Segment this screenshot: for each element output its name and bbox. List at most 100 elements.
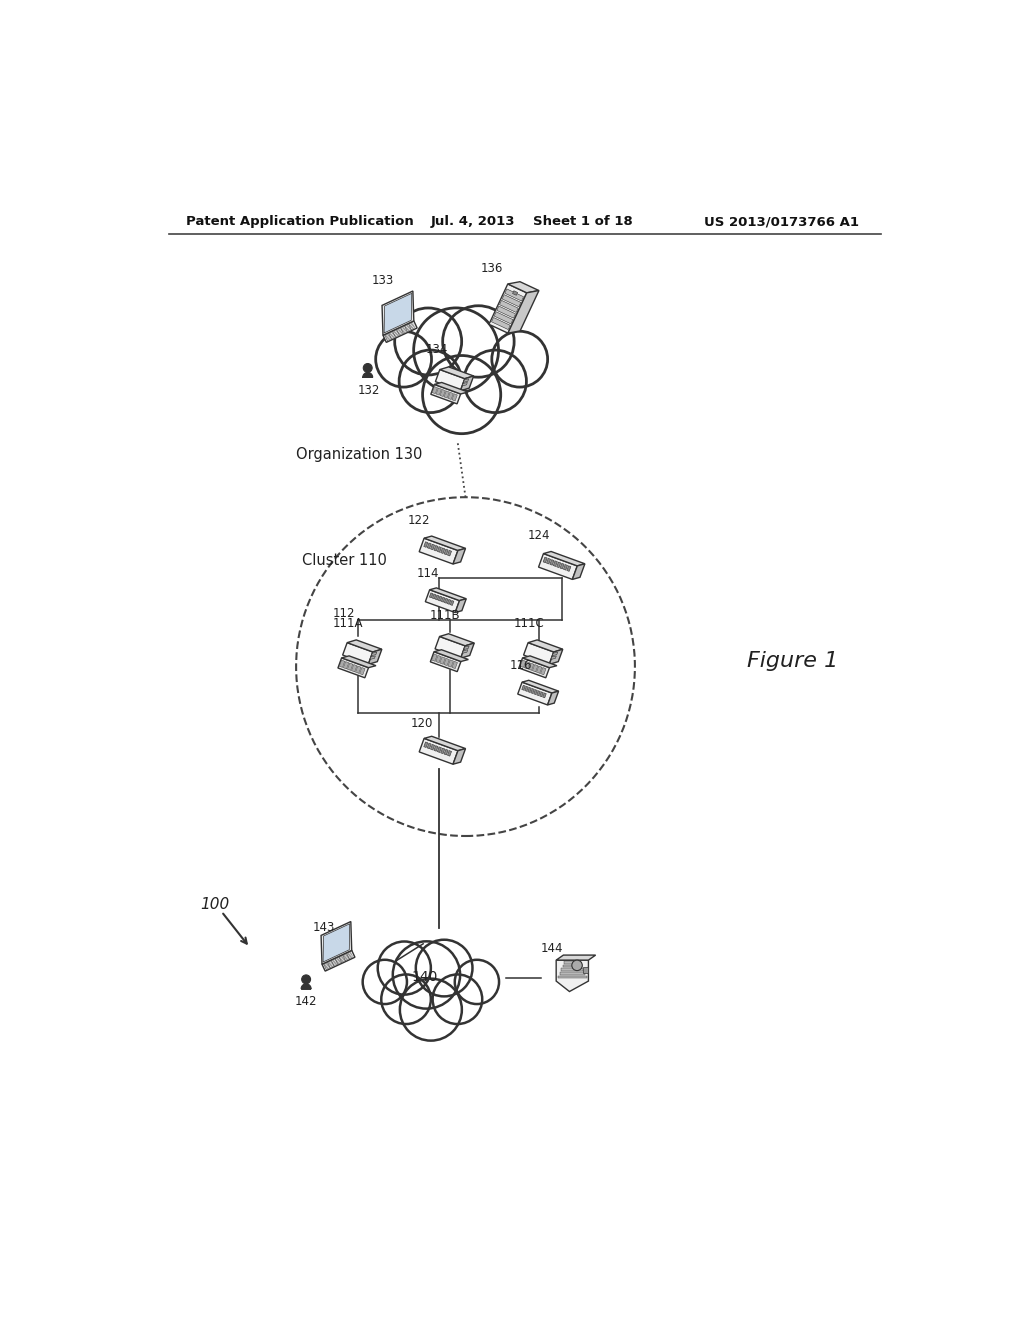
Text: 144: 144 — [541, 941, 563, 954]
Circle shape — [302, 975, 310, 983]
Polygon shape — [541, 668, 546, 675]
Polygon shape — [447, 751, 452, 756]
Text: 124: 124 — [528, 529, 550, 541]
Polygon shape — [440, 657, 445, 664]
Polygon shape — [434, 746, 438, 751]
Circle shape — [381, 974, 431, 1024]
Polygon shape — [339, 660, 345, 668]
Polygon shape — [347, 663, 353, 671]
Polygon shape — [384, 293, 412, 333]
Polygon shape — [543, 693, 546, 698]
Polygon shape — [343, 661, 349, 669]
Text: Patent Application Publication: Patent Application Publication — [186, 215, 414, 228]
Polygon shape — [544, 552, 585, 566]
Polygon shape — [489, 284, 526, 333]
Polygon shape — [362, 372, 373, 378]
Polygon shape — [359, 668, 365, 675]
Polygon shape — [563, 965, 582, 968]
Polygon shape — [444, 549, 449, 554]
Polygon shape — [462, 383, 467, 385]
Polygon shape — [532, 664, 538, 672]
Polygon shape — [436, 656, 441, 663]
Polygon shape — [552, 652, 558, 656]
Polygon shape — [322, 921, 351, 964]
Polygon shape — [520, 660, 525, 668]
Polygon shape — [355, 667, 361, 673]
Circle shape — [455, 960, 499, 1005]
Polygon shape — [343, 643, 373, 664]
Polygon shape — [434, 545, 438, 550]
Circle shape — [571, 960, 583, 970]
Text: 134: 134 — [425, 343, 447, 356]
Polygon shape — [424, 541, 428, 548]
Circle shape — [492, 331, 548, 387]
Polygon shape — [551, 656, 556, 660]
Text: Figure 1: Figure 1 — [746, 651, 838, 671]
Polygon shape — [322, 950, 355, 972]
Polygon shape — [424, 737, 466, 751]
Polygon shape — [447, 392, 454, 400]
Circle shape — [464, 350, 526, 413]
Polygon shape — [524, 686, 528, 692]
Polygon shape — [447, 550, 452, 556]
Polygon shape — [463, 649, 468, 653]
Polygon shape — [382, 290, 414, 335]
Text: 132: 132 — [357, 384, 380, 397]
Text: 142: 142 — [295, 995, 317, 1008]
Polygon shape — [522, 680, 559, 693]
Polygon shape — [435, 636, 465, 659]
Polygon shape — [497, 306, 515, 318]
Polygon shape — [441, 597, 444, 602]
Polygon shape — [440, 389, 445, 396]
Circle shape — [416, 940, 472, 997]
Polygon shape — [557, 562, 561, 568]
Polygon shape — [430, 587, 466, 601]
Polygon shape — [453, 548, 466, 564]
Polygon shape — [427, 743, 431, 748]
Polygon shape — [528, 640, 563, 652]
Polygon shape — [432, 387, 437, 393]
Polygon shape — [301, 983, 311, 989]
Polygon shape — [564, 961, 581, 964]
Polygon shape — [505, 289, 523, 301]
Polygon shape — [556, 960, 589, 991]
Polygon shape — [563, 565, 567, 570]
Polygon shape — [522, 685, 525, 690]
Polygon shape — [419, 539, 458, 564]
Circle shape — [364, 363, 372, 372]
Polygon shape — [342, 656, 376, 668]
Text: Organization 130: Organization 130 — [296, 446, 423, 462]
Polygon shape — [437, 546, 441, 552]
Circle shape — [414, 308, 499, 393]
Text: 122: 122 — [408, 515, 430, 527]
Polygon shape — [547, 558, 551, 564]
Polygon shape — [431, 384, 461, 404]
Polygon shape — [430, 744, 434, 750]
Polygon shape — [435, 370, 465, 391]
Polygon shape — [508, 290, 539, 333]
Polygon shape — [530, 689, 535, 693]
Text: 143: 143 — [313, 921, 336, 933]
Circle shape — [378, 941, 431, 995]
Text: 100: 100 — [200, 898, 229, 912]
Polygon shape — [440, 367, 474, 379]
Polygon shape — [527, 688, 531, 693]
Polygon shape — [347, 640, 382, 652]
Polygon shape — [424, 742, 428, 747]
Polygon shape — [351, 664, 357, 672]
Polygon shape — [572, 564, 585, 579]
Polygon shape — [447, 599, 451, 605]
Circle shape — [432, 974, 482, 1024]
Polygon shape — [432, 653, 437, 661]
Text: US 2013/0173766 A1: US 2013/0173766 A1 — [705, 215, 859, 228]
Polygon shape — [432, 594, 436, 599]
Polygon shape — [539, 553, 578, 579]
Polygon shape — [559, 972, 585, 974]
Polygon shape — [461, 376, 474, 391]
Polygon shape — [434, 383, 468, 393]
Polygon shape — [452, 661, 458, 669]
Polygon shape — [500, 301, 518, 313]
Polygon shape — [528, 663, 534, 671]
Polygon shape — [427, 543, 431, 549]
Text: 133: 133 — [372, 275, 394, 286]
